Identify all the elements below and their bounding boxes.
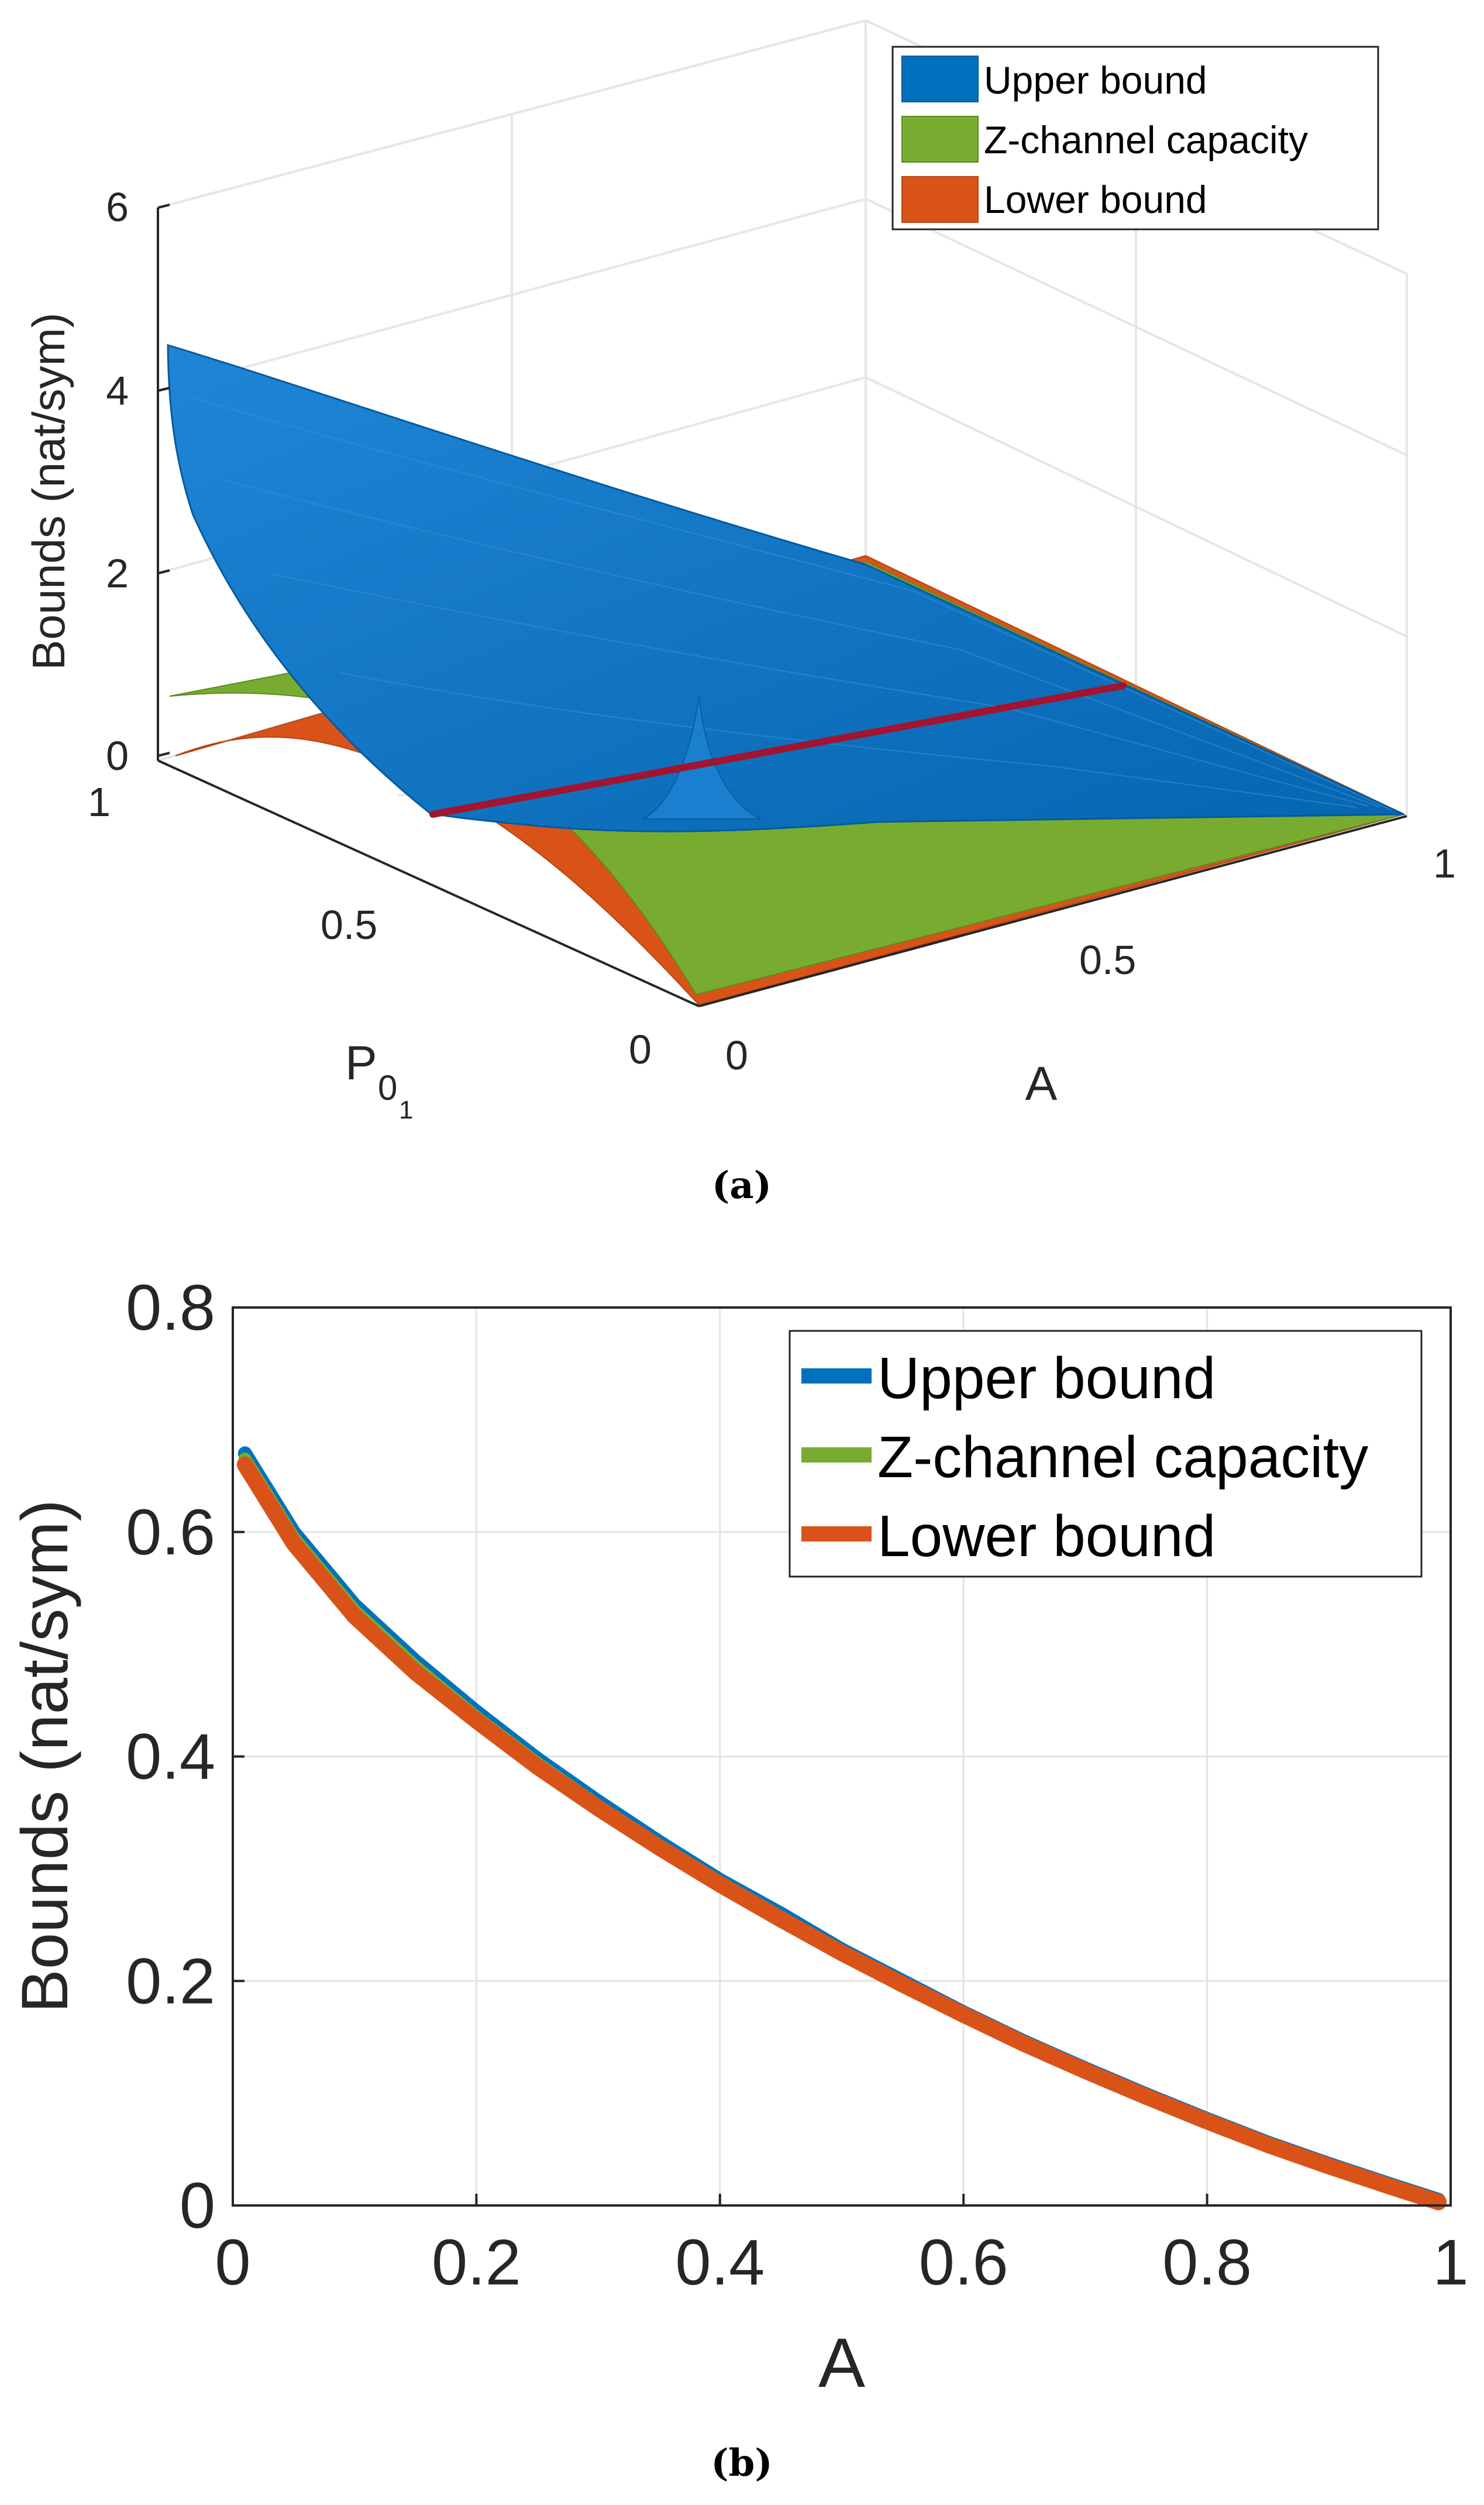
chart-a-z-tick-marks: [157, 204, 170, 757]
chart-b-ticks: 0 0.2 0.4 0.6 0.8 1 0 0.2 0.4 0.6 0.8: [126, 1272, 1469, 2298]
legend-a-swatch-lower: [901, 176, 979, 223]
legend-a-label-upper: Upper bound: [984, 59, 1207, 102]
y-tick-label-b: 0.6: [126, 1496, 215, 1568]
legend-a-swatch-zchannel: [901, 116, 979, 163]
y-tick-label-b: 0.8: [126, 1272, 215, 1344]
y-tick-label: 1: [88, 779, 111, 825]
z-tick-label: 2: [106, 550, 129, 596]
legend-a-swatch-upper: [901, 56, 979, 102]
x-tick-label-b: 0.6: [919, 2227, 1008, 2298]
legend-b: Upper bound Z-channel capacity Lower bou…: [789, 1330, 1423, 1578]
chart-a-axes: [157, 208, 1407, 1007]
x-tick-label: 0: [725, 1033, 748, 1078]
x-tick-label: 1: [1433, 841, 1456, 886]
y-tick-label-b: 0: [180, 2170, 215, 2242]
chart-b: 0 0.2 0.4 0.6 0.8 1 0 0.2 0.4 0.6 0.8 A Bounds (na…: [8, 1272, 1469, 2402]
x-tick-label-b: 1: [1433, 2227, 1468, 2298]
y-axis-label-b: Bounds (nat/sym): [8, 1499, 81, 2013]
z-axis-label: Bounds (nat/sym): [23, 312, 74, 670]
x-tick-label-b: 0.8: [1162, 2227, 1252, 2298]
y-axis-label: P 0 1: [345, 1037, 413, 1124]
legend-a: Upper bound Z-channel capacity Lower bou…: [891, 46, 1379, 230]
x-tick-label: 0.5: [1079, 937, 1136, 983]
y-tick-label-b: 0.4: [126, 1721, 215, 1793]
y-axis-label-sub2: 1: [399, 1096, 413, 1124]
surface-upper-peak: [641, 696, 761, 820]
caption-a: (a): [712, 1164, 772, 1207]
y-tick-label-b: 0.2: [126, 1945, 215, 2017]
slice-line: [429, 682, 1127, 818]
series-line-lower-bound: [236, 1456, 1447, 2211]
caption-b: (b): [711, 2441, 772, 2485]
z-tick-label: 4: [106, 368, 129, 414]
x-tick-label-b: 0.2: [432, 2227, 521, 2298]
legend-b-label-lower: Lower bound: [877, 1503, 1216, 1569]
x-tick-label-b: 0: [215, 2227, 250, 2298]
legend-a-label-zchannel: Z-channel capacity: [984, 118, 1308, 161]
z-tick-label: 6: [106, 184, 129, 230]
z-tick-label: 0: [106, 733, 129, 779]
chart-a: 6 4 2 0 Bounds (nat/sym) 1 0.5 0 P 0 1 0…: [23, 19, 1456, 1124]
x-axis-label: A: [1025, 1057, 1058, 1110]
y-axis-label-sub1: 0: [378, 1068, 397, 1107]
legend-b-label-upper: Upper bound: [877, 1346, 1216, 1411]
x-axis-label-b: A: [818, 2324, 865, 2402]
surface-upper-bound: [167, 343, 1404, 832]
legend-b-label-zchannel: Z-channel capacity: [877, 1424, 1368, 1490]
legend-a-label-lower: Lower bound: [984, 178, 1207, 221]
x-tick-label-b: 0.4: [675, 2227, 765, 2298]
chart-b-lines: [236, 1446, 1447, 2211]
y-tick-label: 0.5: [321, 902, 377, 948]
y-tick-label: 0: [629, 1027, 652, 1072]
y-axis-label-base: P: [345, 1037, 377, 1090]
